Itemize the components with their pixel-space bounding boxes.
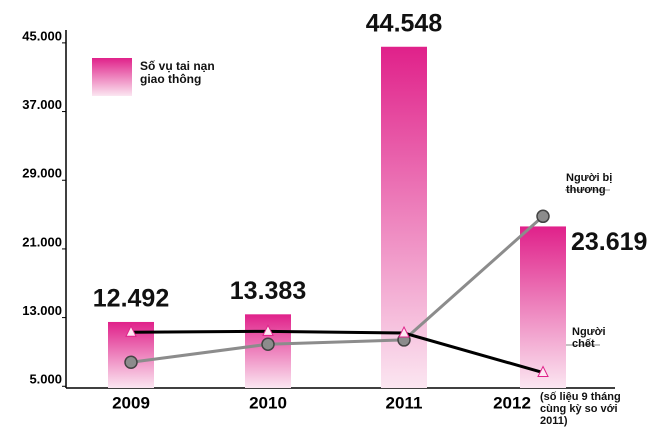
bar	[520, 226, 566, 388]
point	[262, 324, 274, 336]
point	[537, 365, 549, 378]
point	[536, 209, 550, 224]
line	[130, 215, 544, 364]
y-tick-label: 45.000	[22, 28, 62, 43]
y-tick-label: 21.000	[22, 234, 62, 249]
value-label: 23.619	[571, 228, 647, 256]
x-tick-label: 2011	[386, 393, 423, 412]
annotation: Người bị thương	[566, 172, 613, 197]
legend-label: Số vụ tai nạn giao thông	[140, 59, 215, 87]
y-tick-label: 37.000	[22, 97, 62, 112]
x-tick-label: 2010	[249, 393, 287, 412]
point	[124, 355, 138, 369]
y-tick-label: 29.000	[22, 166, 62, 181]
line	[130, 329, 544, 374]
x-tick-label: 2009	[112, 393, 150, 412]
x-tick-label: 2012	[493, 393, 531, 412]
value-label: 12.492	[93, 285, 169, 313]
y-tick-label: 13.000	[22, 303, 62, 318]
category-note: (số liệu 9 tháng cùng kỳ so với 2011)	[540, 391, 621, 428]
point	[398, 325, 410, 338]
legend-swatch	[92, 58, 132, 96]
value-label: 44.548	[366, 9, 443, 37]
y-tick-label: 5.000	[29, 372, 62, 387]
point	[125, 325, 137, 337]
annotation: Người chết	[572, 326, 606, 351]
point	[261, 337, 275, 351]
value-label: 13.383	[230, 277, 306, 305]
